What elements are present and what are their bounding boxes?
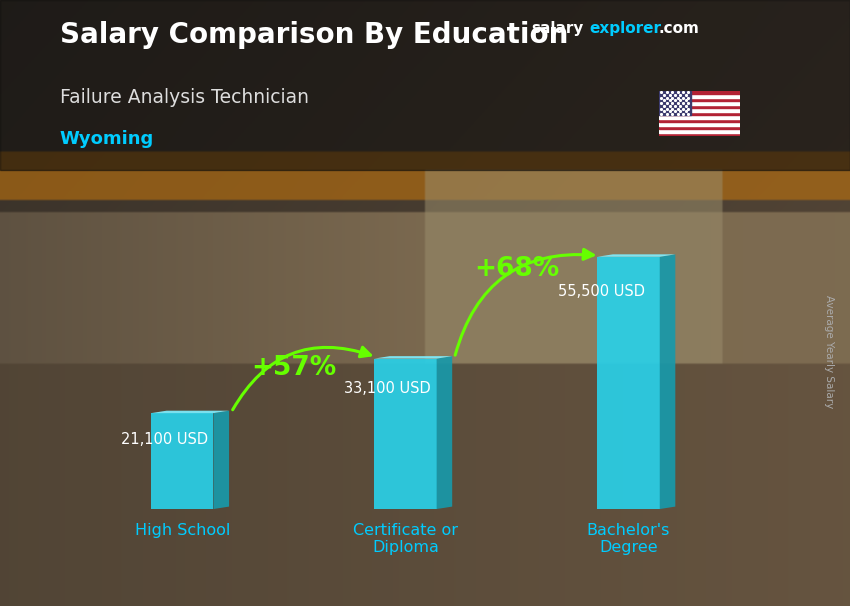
Text: 21,100 USD: 21,100 USD [121, 432, 208, 447]
Text: .com: .com [659, 21, 700, 36]
Bar [659, 126, 740, 129]
Bar [659, 133, 740, 136]
Polygon shape [151, 411, 229, 413]
Bar [659, 119, 740, 122]
Bar [659, 122, 740, 126]
Polygon shape [213, 411, 229, 509]
Text: Average Yearly Salary: Average Yearly Salary [824, 295, 834, 408]
Text: +57%: +57% [251, 355, 337, 381]
Text: +68%: +68% [474, 256, 559, 282]
Bar [659, 91, 740, 95]
FancyBboxPatch shape [598, 257, 660, 509]
Text: Salary Comparison By Education: Salary Comparison By Education [60, 21, 568, 49]
Text: Failure Analysis Technician: Failure Analysis Technician [60, 88, 309, 107]
Text: salary: salary [531, 21, 584, 36]
Text: Wyoming: Wyoming [60, 130, 154, 148]
Bar [659, 129, 740, 133]
Text: 33,100 USD: 33,100 USD [344, 381, 431, 396]
Text: 55,500 USD: 55,500 USD [558, 284, 645, 299]
Bar [659, 98, 740, 101]
Bar [659, 115, 740, 119]
Polygon shape [660, 255, 675, 509]
Polygon shape [374, 356, 452, 359]
Bar [659, 112, 740, 115]
Text: explorer: explorer [589, 21, 661, 36]
Polygon shape [598, 255, 675, 257]
Bar [659, 91, 691, 115]
Bar [659, 105, 740, 108]
Bar [659, 101, 740, 105]
FancyBboxPatch shape [374, 359, 437, 509]
Bar [659, 108, 740, 112]
Polygon shape [437, 356, 452, 509]
Bar [659, 95, 740, 98]
FancyBboxPatch shape [151, 413, 213, 509]
